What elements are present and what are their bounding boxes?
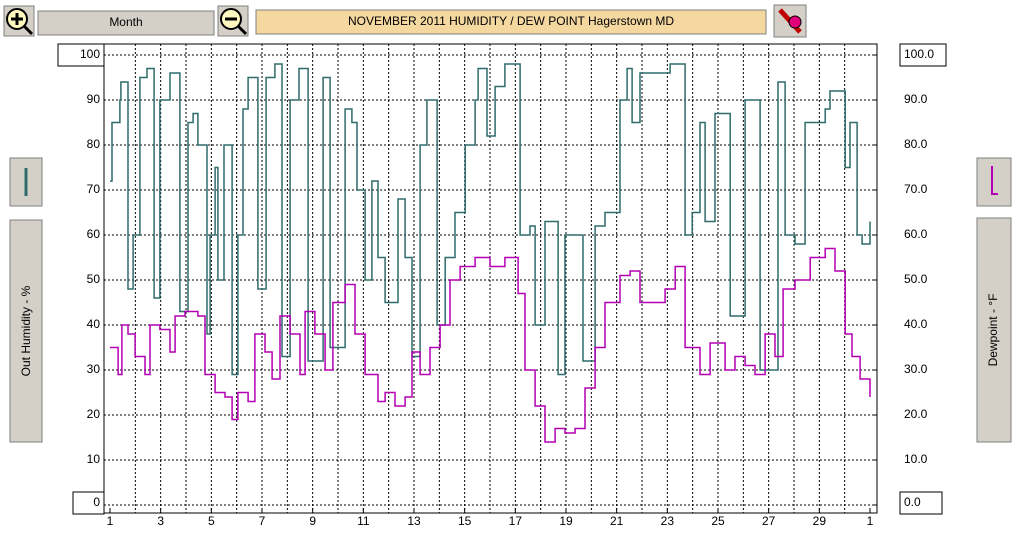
plot: 0 10 20 30 40 50 60 70 80 90 100 0.0 10.0 20.0 30.0 40.… bbox=[57, 43, 947, 528]
y-tick-label: 50 bbox=[87, 272, 101, 286]
y2-tick-label: 80.0 bbox=[904, 137, 928, 151]
y-limit-box bbox=[57, 43, 105, 67]
x-tick-label: 11 bbox=[357, 514, 370, 528]
x-tick-label: 27 bbox=[762, 514, 776, 528]
x-tick-label: 29 bbox=[813, 514, 827, 528]
series-line bbox=[110, 247, 871, 443]
y2-legend-button[interactable] bbox=[976, 157, 1012, 207]
y-tick-label: 30 bbox=[87, 362, 101, 376]
y2-tick-label: 50.0 bbox=[904, 272, 928, 286]
x-tick-label: 1 bbox=[867, 514, 874, 528]
y2-tick-label: 30.0 bbox=[904, 362, 928, 376]
x-tick-label: 23 bbox=[661, 514, 675, 528]
x-tick-label: 7 bbox=[259, 514, 266, 528]
y2-tick-label: 0.0 bbox=[904, 495, 921, 509]
y-legend-button[interactable] bbox=[9, 157, 43, 207]
y-tick-label: 70 bbox=[87, 182, 101, 196]
zoom-in-button[interactable] bbox=[3, 5, 35, 37]
y2-axis-label: Dewpoint - °F bbox=[986, 294, 1000, 367]
y2-limit-box bbox=[899, 491, 943, 515]
y-tick-label: 60 bbox=[87, 227, 101, 241]
x-tick-label: 5 bbox=[208, 514, 215, 528]
title-box bbox=[255, 9, 767, 35]
y2-tick-label: 90.0 bbox=[904, 92, 928, 106]
y-tick-label: 0 bbox=[93, 495, 100, 509]
y2-tick-label: 20.0 bbox=[904, 407, 928, 421]
x-tick-label: 17 bbox=[509, 514, 523, 528]
y-label-panel bbox=[9, 219, 43, 443]
x-tick-label: 1 bbox=[107, 514, 114, 528]
period-button[interactable]: Month bbox=[37, 10, 215, 36]
y2-tick-label: 100.0 bbox=[904, 47, 934, 61]
x-tick-label: 21 bbox=[610, 514, 624, 528]
y-tick-label: 80 bbox=[87, 137, 101, 151]
period-label: Month bbox=[109, 15, 142, 29]
series-line bbox=[110, 63, 871, 376]
y2-tick-label: 70.0 bbox=[904, 182, 928, 196]
plot-frame bbox=[103, 43, 878, 514]
zoom-out-button[interactable] bbox=[217, 5, 249, 37]
y2-tick-label: 10.0 bbox=[904, 452, 928, 466]
y2-tick-label: 40.0 bbox=[904, 317, 928, 331]
x-tick-label: 3 bbox=[157, 514, 164, 528]
y2-label-panel bbox=[976, 217, 1012, 443]
x-tick-label: 19 bbox=[559, 514, 573, 528]
y-tick-label: 100 bbox=[80, 47, 100, 61]
settings-button[interactable] bbox=[773, 4, 807, 38]
x-tick-label: 13 bbox=[407, 514, 421, 528]
y-limit-box bbox=[72, 491, 105, 515]
y-tick-label: 10 bbox=[87, 452, 101, 466]
y-axis-label: Out Humidity - % bbox=[19, 285, 33, 376]
y-tick-label: 40 bbox=[87, 317, 101, 331]
y2-limit-box bbox=[899, 43, 947, 67]
y2-tick-label: 60.0 bbox=[904, 227, 928, 241]
chart-title: NOVEMBER 2011 HUMIDITY / DEW POINT Hager… bbox=[348, 14, 674, 28]
x-tick-label: 15 bbox=[458, 514, 472, 528]
y-tick-label: 20 bbox=[87, 407, 101, 421]
x-tick-label: 9 bbox=[309, 514, 316, 528]
y-tick-label: 90 bbox=[87, 92, 101, 106]
x-tick-label: 25 bbox=[711, 514, 725, 528]
